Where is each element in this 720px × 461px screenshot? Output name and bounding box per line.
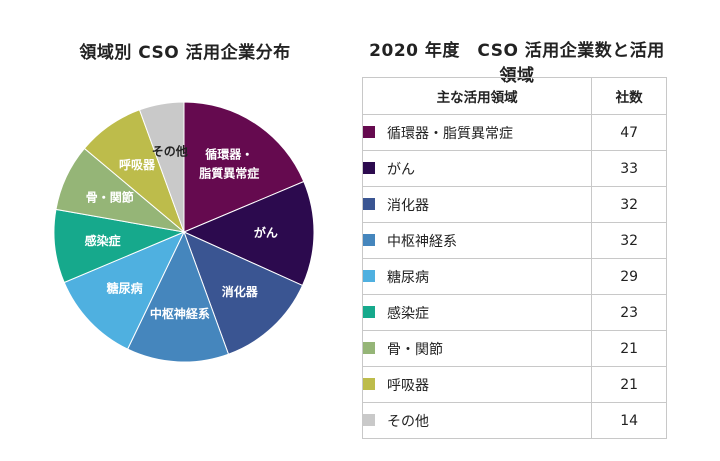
count-cell: 23 (591, 294, 667, 331)
color-swatch (363, 413, 375, 426)
pie-slice (182, 180, 315, 287)
area-cell: 中枢神経系 (361, 222, 593, 259)
table-row: 消化器 32 (361, 186, 667, 223)
header-count: 社数 (591, 77, 667, 115)
pie-slice (63, 231, 186, 350)
table-header-row: 主な活用領域 社数 (361, 77, 667, 115)
pie-slice-label: 中枢神経系 (150, 306, 210, 321)
table-row: 糖尿病 29 (361, 258, 667, 295)
pie-slice-label: 感染症 (85, 233, 121, 248)
pie-chart-title: 領域別 CSO 活用企業分布 (79, 43, 291, 63)
color-swatch (363, 305, 375, 318)
table-row: 中枢神経系 32 (361, 222, 667, 259)
pie-slice-label: その他 (152, 143, 188, 158)
table-row: 感染症 23 (361, 294, 667, 331)
pie-slice-label: 骨・関節 (86, 189, 134, 204)
area-label: 骨・関節 (387, 341, 443, 358)
color-swatch (363, 125, 375, 138)
color-swatch (363, 233, 375, 246)
pie-slice (126, 230, 230, 363)
area-label: 糖尿病 (387, 269, 429, 286)
area-cell: 感染症 (361, 294, 593, 331)
count-cell: 32 (591, 186, 667, 223)
pie-slice (183, 231, 304, 355)
count-cell: 21 (591, 330, 667, 367)
area-cell: 骨・関節 (361, 330, 593, 367)
color-swatch (363, 197, 375, 210)
color-swatch (363, 377, 375, 390)
count-cell: 47 (591, 114, 667, 151)
table-row: がん 33 (361, 150, 667, 187)
area-label: 循環器・脂質異常症 (387, 125, 513, 142)
table-row: 骨・関節 21 (361, 330, 667, 367)
area-cell: がん (361, 150, 593, 187)
pie-slice-label: 循環器・脂質異常症 (198, 146, 259, 180)
header-area: 主な活用領域 (361, 77, 593, 115)
area-cell: 呼吸器 (361, 366, 593, 403)
count-cell: 14 (591, 402, 667, 439)
color-swatch (363, 269, 375, 282)
count-cell: 33 (591, 150, 667, 187)
pie-slice-label: 消化器 (222, 284, 259, 299)
count-cell: 29 (591, 258, 667, 295)
area-cell: 消化器 (361, 186, 593, 223)
area-label: がん (387, 161, 415, 178)
area-label: 消化器 (387, 197, 429, 214)
table-row: 呼吸器 21 (361, 366, 667, 403)
distribution-table: 主な活用領域 社数 循環器・脂質異常症 47 がん 33 消化器 32 中枢神経系 32 糖尿病… (361, 77, 667, 439)
area-label: 感染症 (387, 305, 429, 322)
count-cell: 32 (591, 222, 667, 259)
area-label: その他 (387, 413, 429, 430)
pie-slice (183, 101, 305, 233)
area-cell: 糖尿病 (361, 258, 593, 295)
color-swatch (363, 341, 375, 354)
area-label: 中枢神経系 (387, 233, 457, 250)
area-cell: 循環器・脂質異常症 (361, 114, 593, 151)
area-label: 呼吸器 (387, 377, 429, 394)
area-cell: その他 (361, 402, 593, 439)
table-row: 循環器・脂質異常症 47 (361, 114, 667, 151)
table-row: その他 14 (361, 402, 667, 439)
pie-slice-label: 糖尿病 (107, 280, 143, 295)
color-swatch (363, 161, 375, 174)
pie-slice-label: 呼吸器 (119, 157, 156, 172)
pie-slice-label: がん (254, 225, 278, 240)
count-cell: 21 (591, 366, 667, 403)
pie-slice (138, 101, 185, 233)
